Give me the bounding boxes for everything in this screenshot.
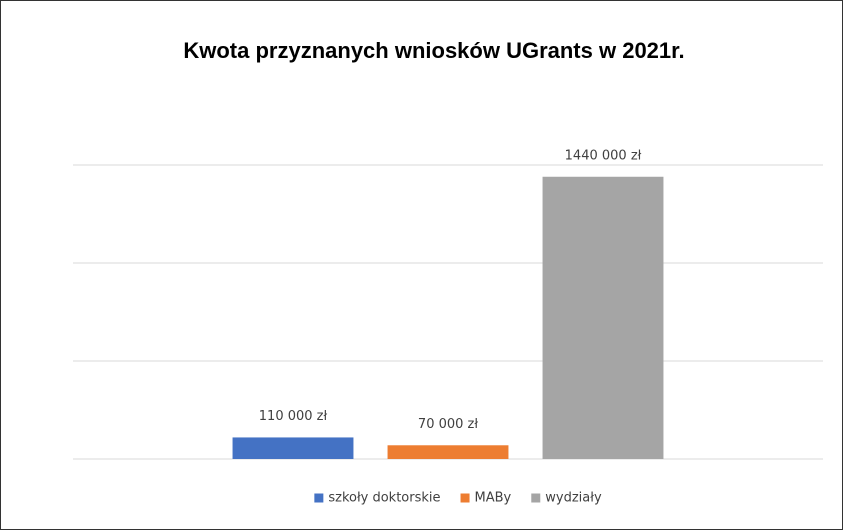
- bar: [542, 176, 664, 459]
- legend-label: MABy: [475, 491, 512, 506]
- legend-swatch: [314, 493, 324, 503]
- bar: [387, 445, 509, 459]
- bar: [232, 437, 354, 459]
- legend-label: wydziały: [545, 491, 602, 506]
- data-label: 110 000 zł: [259, 409, 328, 424]
- data-label: 1440 000 zł: [565, 148, 642, 163]
- legend-swatch: [460, 493, 470, 503]
- data-label: 70 000 zł: [418, 417, 478, 432]
- legend-label: szkoły doktorskie: [328, 491, 440, 506]
- chart-title: Kwota przyznanych wniosków UGrants w 202…: [183, 38, 684, 63]
- legend-swatch: [531, 493, 541, 503]
